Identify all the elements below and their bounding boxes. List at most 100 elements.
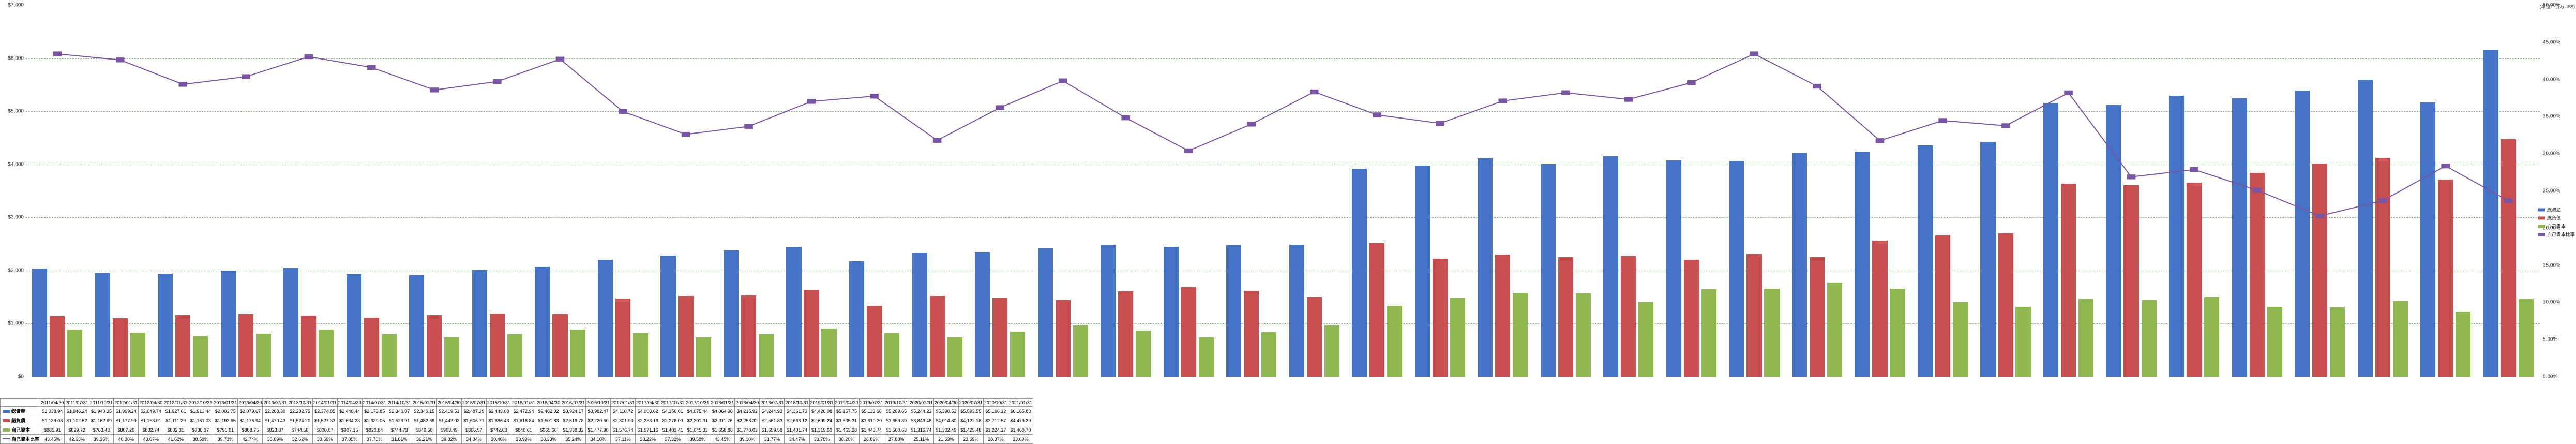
- data-cell: $885.91: [40, 425, 65, 435]
- bar: [427, 315, 442, 377]
- bar: [975, 252, 990, 377]
- data-cell: $5,244.23: [909, 407, 933, 416]
- bar-group: [1409, 5, 1472, 377]
- period-header: 2018/07/31: [760, 399, 785, 407]
- bar: [1352, 169, 1367, 377]
- data-cell: $1,193.65: [213, 416, 238, 425]
- bar-group: [26, 5, 89, 377]
- data-cell: 32.62%: [288, 435, 312, 444]
- data-cell: 38.20%: [834, 435, 859, 444]
- bar-group: [780, 5, 843, 377]
- period-header: 2020/07/31: [958, 399, 983, 407]
- data-cell: $1,319.60: [809, 425, 834, 435]
- data-cell: $2,443.08: [486, 407, 511, 416]
- data-cell: 39.73%: [213, 435, 238, 444]
- data-cell: $738.37: [188, 425, 213, 435]
- data-cell: $744.73: [387, 425, 412, 435]
- data-cell: $4,361.73: [785, 407, 809, 416]
- bar: [1199, 337, 1214, 377]
- data-cell: $2,276.03: [660, 416, 685, 425]
- data-cell: $1,111.29: [163, 416, 188, 425]
- data-cell: $802.31: [163, 425, 188, 435]
- data-cell: $820.84: [362, 425, 387, 435]
- bar: [1307, 297, 1322, 377]
- bar-group: [2288, 5, 2352, 377]
- y1-tick: $6,000: [5, 55, 24, 61]
- bar: [821, 329, 836, 377]
- data-cell: 28.37%: [983, 435, 1008, 444]
- y2-tick: 50.00%: [2543, 3, 2569, 8]
- data-cell: $3,924.17: [561, 407, 586, 416]
- bar: [409, 275, 424, 377]
- data-cell: $1,524.20: [288, 416, 312, 425]
- bar: [67, 330, 82, 377]
- bar: [1666, 160, 1681, 377]
- data-cell: 42.74%: [238, 435, 263, 444]
- bar: [1478, 158, 1493, 377]
- bar: [158, 274, 173, 377]
- legend-item: 総負債: [2538, 215, 2575, 221]
- data-cell: $1,571.16: [636, 425, 660, 435]
- bar: [1827, 283, 1842, 377]
- bar-group: [2100, 5, 2163, 377]
- data-cell: 36.21%: [412, 435, 436, 444]
- bar: [2312, 164, 2327, 377]
- bar: [32, 269, 47, 377]
- bar: [1764, 289, 1779, 377]
- data-cell: $1,927.61: [163, 407, 188, 416]
- period-header: 2013/07/31: [263, 399, 288, 407]
- data-cell: $807.26: [114, 425, 139, 435]
- period-header: 2011/04/30: [40, 399, 65, 407]
- bar: [912, 253, 927, 377]
- bar: [1541, 164, 1556, 377]
- bar-group: [2414, 5, 2477, 377]
- bar: [1980, 142, 1995, 377]
- data-cell: $1,606.71: [461, 416, 486, 425]
- bar-group: [1157, 5, 1220, 377]
- y2-tick: 40.00%: [2543, 77, 2569, 82]
- bar: [507, 334, 522, 377]
- data-cell: $866.57: [461, 425, 486, 435]
- period-header: 2016/04/30: [536, 399, 561, 407]
- data-cell: $1,139.08: [40, 416, 65, 425]
- bar: [2456, 312, 2470, 377]
- period-header: 2016/07/31: [561, 399, 586, 407]
- bar: [615, 299, 630, 377]
- data-cell: $1,338.32: [561, 425, 586, 435]
- data-cell: $2,282.75: [288, 407, 312, 416]
- data-cell: $1,161.03: [188, 416, 213, 425]
- row-header: 自己資本: [1, 425, 40, 435]
- data-cell: 35.24%: [561, 435, 586, 444]
- data-cell: $1,686.43: [486, 416, 511, 425]
- plot-area: $0$1,000$2,000$3,000$4,000$5,000$6,000$7…: [26, 5, 2540, 377]
- bar-group: [1220, 5, 1283, 377]
- data-cell: $5,593.55: [958, 407, 983, 416]
- period-header: 2020/04/30: [933, 399, 958, 407]
- data-cell: $2,049.74: [139, 407, 163, 416]
- data-cell: $1,102.52: [65, 416, 89, 425]
- bar: [50, 316, 65, 377]
- bar: [992, 298, 1007, 377]
- bar-group: [2163, 5, 2226, 377]
- data-cell: $1,302.49: [933, 425, 958, 435]
- data-cell: 33.78%: [809, 435, 834, 444]
- bar: [867, 306, 882, 377]
- data-cell: 34.10%: [586, 435, 611, 444]
- data-cell: $2,208.30: [263, 407, 288, 416]
- bar-group: [1848, 5, 1911, 377]
- data-cell: $1,913.44: [188, 407, 213, 416]
- bar: [1369, 243, 1384, 377]
- row-header: 総資産: [1, 407, 40, 416]
- bar-group: [592, 5, 655, 377]
- bar: [2295, 91, 2310, 377]
- bar-group: [2037, 5, 2100, 377]
- bar-group: [466, 5, 529, 377]
- bar: [1073, 325, 1088, 377]
- period-header: 2012/01/31: [114, 399, 139, 407]
- bar-group: [529, 5, 592, 377]
- data-cell: $2,220.60: [586, 416, 611, 425]
- bar-group: [1094, 5, 1157, 377]
- data-cell: 27.88%: [884, 435, 909, 444]
- bar: [1415, 166, 1430, 377]
- data-cell: 38.33%: [536, 435, 561, 444]
